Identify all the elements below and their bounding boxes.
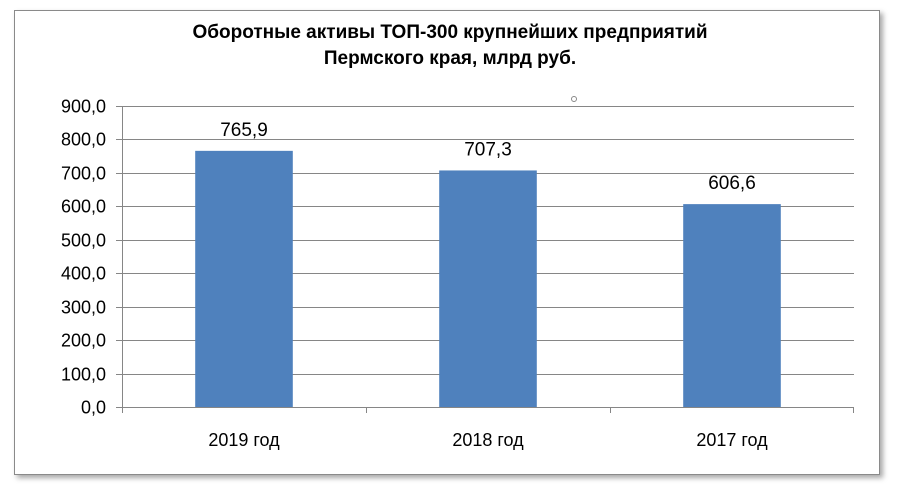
y-tick-label: 800,0: [61, 130, 106, 150]
bar: [683, 204, 781, 407]
bar: [439, 170, 537, 407]
y-axis: 0,0 100,0 200,0 300,0 400,0 500,0 600,0 700,0 80…: [61, 97, 123, 418]
bar-data-label: 606,6: [708, 173, 756, 194]
chart-title-line-1: Оборотные активы ТОП-300 крупнейших пред…: [192, 22, 708, 43]
bar-data-label: 707,3: [464, 139, 512, 160]
x-category-label: 2017 год: [696, 430, 768, 450]
y-tick-label: 100,0: [61, 365, 106, 385]
x-axis: 2019 год 2018 год 2017 год: [122, 407, 854, 450]
y-tick-label: 400,0: [61, 264, 106, 284]
bar-data-label: 765,9: [220, 120, 268, 141]
y-tick-label: 0,0: [81, 398, 106, 418]
decorative-dot: [571, 96, 577, 102]
chart-title: Оборотные активы ТОП-300 крупнейших пред…: [0, 20, 900, 72]
bar: [195, 150, 293, 407]
y-tick-label: 300,0: [61, 298, 106, 318]
bars: 765,9 707,3 606,6: [195, 120, 781, 407]
y-tick-label: 200,0: [61, 331, 106, 351]
x-category-label: 2019 год: [208, 430, 280, 450]
x-category-label: 2018 год: [452, 430, 524, 450]
y-tick-label: 900,0: [61, 97, 106, 117]
y-tick-label: 500,0: [61, 231, 106, 251]
y-tick-label: 600,0: [61, 197, 106, 217]
chart-title-line-2: Пермского края, млрд руб.: [323, 48, 577, 69]
y-tick-label: 700,0: [61, 164, 106, 184]
